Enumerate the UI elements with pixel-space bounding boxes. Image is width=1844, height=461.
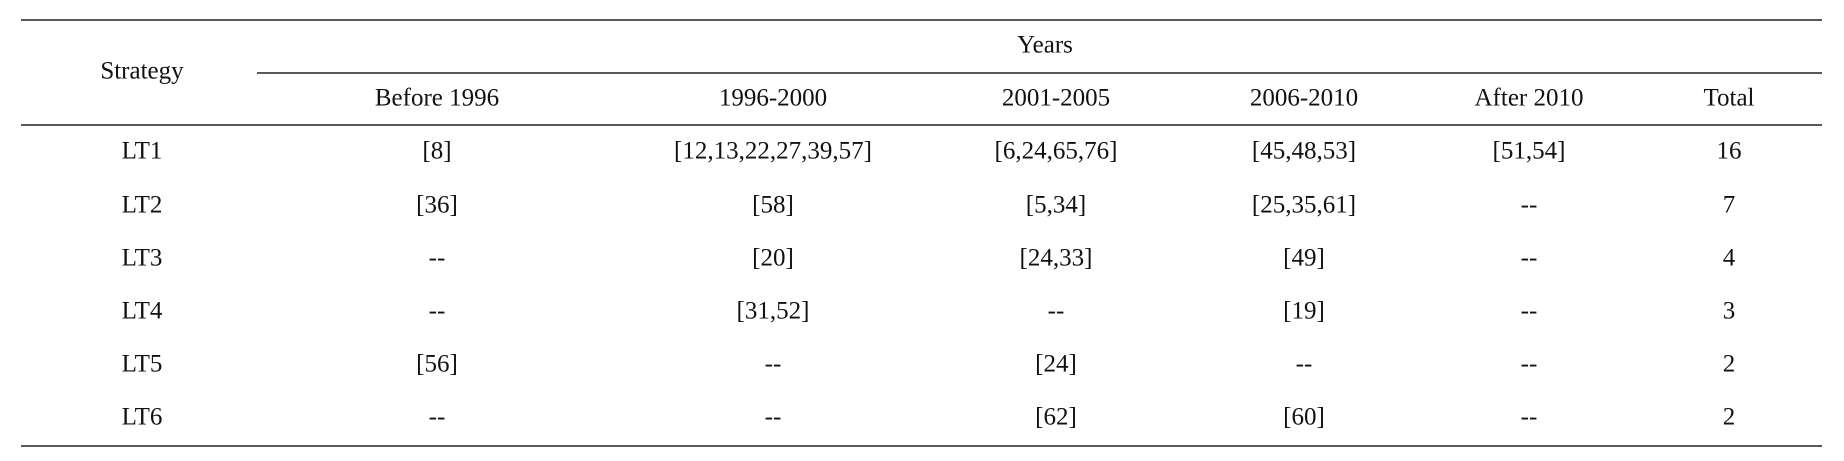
cell: [58] xyxy=(752,192,794,219)
cell: 2 xyxy=(1723,351,1736,378)
cell: -- xyxy=(765,351,782,378)
cell: [45,48,53] xyxy=(1252,138,1356,165)
cell: -- xyxy=(429,404,446,431)
cell: [31,52] xyxy=(737,298,810,325)
cell: 3 xyxy=(1723,298,1736,325)
cell: [8] xyxy=(422,138,451,165)
row-label: LT2 xyxy=(122,192,163,219)
cell: 2 xyxy=(1723,404,1736,431)
cell: -- xyxy=(1521,298,1538,325)
cell: [25,35,61] xyxy=(1252,192,1356,219)
cell: -- xyxy=(429,298,446,325)
cell: [20] xyxy=(752,245,794,272)
cell: -- xyxy=(1048,298,1065,325)
cell: 7 xyxy=(1723,192,1736,219)
row-label: LT1 xyxy=(122,138,163,165)
cell: -- xyxy=(429,245,446,272)
cell: [49] xyxy=(1283,245,1325,272)
cell: 16 xyxy=(1717,138,1742,165)
cell: [19] xyxy=(1283,298,1325,325)
cell: 4 xyxy=(1723,245,1736,272)
cell: -- xyxy=(1296,351,1313,378)
column-header: 1996-2000 xyxy=(719,85,827,112)
cell: [51,54] xyxy=(1493,138,1566,165)
cell: [12,13,22,27,39,57] xyxy=(674,138,872,165)
column-header: After 2010 xyxy=(1475,85,1584,112)
cell: [60] xyxy=(1283,404,1325,431)
column-header: Total xyxy=(1703,85,1754,112)
row-label: LT5 xyxy=(122,351,163,378)
years-header: Years xyxy=(1017,32,1073,59)
cell: [6,24,65,76] xyxy=(995,138,1118,165)
cell: [62] xyxy=(1035,404,1077,431)
cell: [56] xyxy=(416,351,458,378)
strategy-header: Strategy xyxy=(100,58,184,85)
row-label: LT3 xyxy=(122,245,163,272)
cell: -- xyxy=(765,404,782,431)
row-label: LT6 xyxy=(122,404,163,431)
column-header: Before 1996 xyxy=(375,85,499,112)
cell: -- xyxy=(1521,404,1538,431)
cell: [36] xyxy=(416,192,458,219)
cell: [24] xyxy=(1035,351,1077,378)
column-header: 2001-2005 xyxy=(1002,85,1110,112)
cell: -- xyxy=(1521,351,1538,378)
column-header: 2006-2010 xyxy=(1250,85,1358,112)
cell: [24,33] xyxy=(1020,245,1093,272)
cell: -- xyxy=(1521,245,1538,272)
cell: [5,34] xyxy=(1026,192,1086,219)
row-label: LT4 xyxy=(122,298,163,325)
cell: -- xyxy=(1521,192,1538,219)
